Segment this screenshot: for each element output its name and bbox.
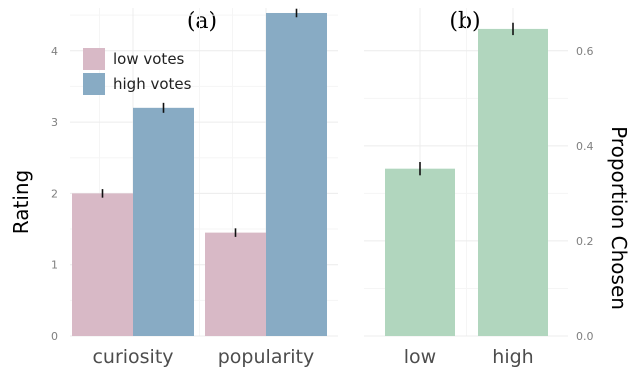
- legend: low votes high votes: [83, 48, 192, 95]
- bar: [266, 12, 327, 337]
- legend-label: low votes: [113, 50, 185, 68]
- bar: [478, 28, 548, 336]
- right-y-axis-title: Proportion Chosen: [607, 126, 629, 310]
- y-tick-label: 2: [51, 187, 58, 200]
- left-y-axis-title: Rating: [9, 170, 33, 234]
- legend-swatch: [83, 73, 105, 95]
- bar: [133, 107, 194, 337]
- y-tick-label: 1: [51, 259, 58, 272]
- x-tick-label: curiosity: [92, 346, 173, 368]
- bar: [385, 168, 455, 336]
- y-tick-label: 0.0: [576, 330, 594, 343]
- y-tick-label: 3: [51, 116, 58, 129]
- y-tick-label: 0.2: [576, 235, 594, 248]
- panel-label-a: (a): [187, 9, 217, 34]
- bar: [205, 232, 266, 336]
- y-tick-label: 0.4: [576, 140, 594, 153]
- legend-swatch: [83, 48, 105, 70]
- legend-label: high votes: [113, 75, 192, 93]
- panel-b-plot: 0.0 0.2 0.4 0.6 low high: [364, 8, 594, 368]
- panel-label-b: (b): [449, 9, 480, 34]
- y-tick-label: 0.6: [576, 45, 594, 58]
- y-tick-label: 4: [51, 45, 58, 58]
- bar: [72, 193, 133, 336]
- x-tick-label: popularity: [218, 346, 315, 368]
- x-tick-label: high: [492, 346, 533, 368]
- panel-a-plot: 0 1 2 3 4 curiosity popularity: [51, 8, 338, 368]
- x-tick-label: low: [404, 346, 436, 368]
- y-tick-label: 0: [51, 330, 58, 343]
